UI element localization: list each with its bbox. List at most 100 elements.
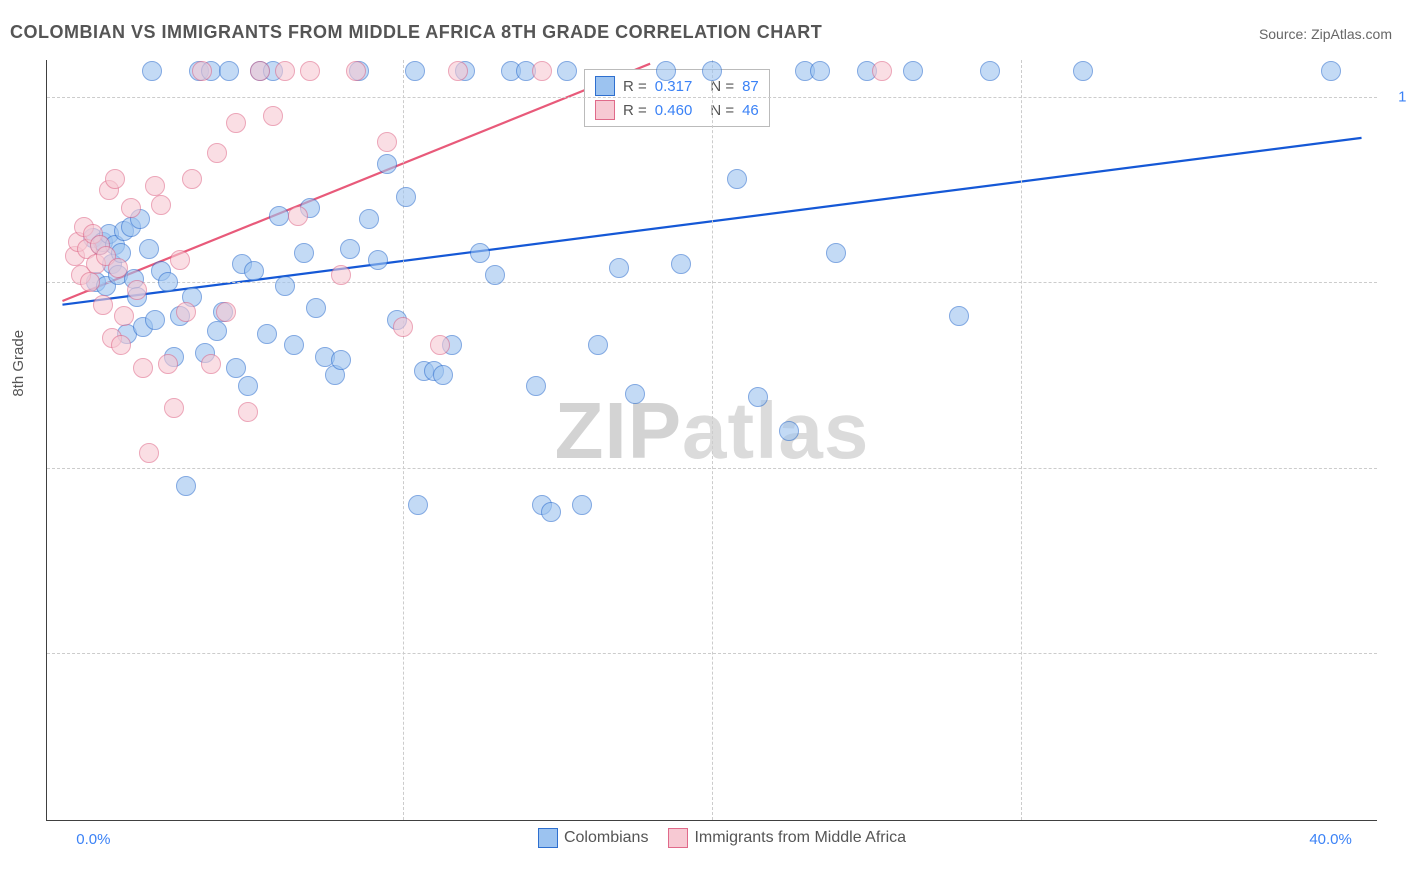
data-point — [405, 61, 425, 81]
data-point — [275, 61, 295, 81]
data-point — [250, 61, 270, 81]
legend-item: Immigrants from Middle Africa — [648, 829, 906, 846]
data-point — [284, 335, 304, 355]
data-point — [127, 280, 147, 300]
ytick-label: 95.0% — [1385, 274, 1406, 291]
data-point — [448, 61, 468, 81]
data-point — [1073, 61, 1093, 81]
data-point — [170, 250, 190, 270]
data-point — [331, 265, 351, 285]
data-point — [263, 106, 283, 126]
data-point — [346, 61, 366, 81]
plot-area: ZIPatlas R =0.317N =87R =0.460N =46 Colo… — [46, 60, 1377, 821]
data-point — [294, 243, 314, 263]
data-point — [980, 61, 1000, 81]
xtick-label: 0.0% — [76, 831, 110, 848]
data-point — [207, 321, 227, 341]
data-point — [727, 169, 747, 189]
data-point — [238, 402, 258, 422]
data-point — [226, 113, 246, 133]
data-point — [377, 154, 397, 174]
y-axis-label: 8th Grade — [10, 330, 27, 397]
data-point — [145, 310, 165, 330]
data-point — [139, 239, 159, 259]
xtick-label: 40.0% — [1309, 831, 1352, 848]
data-point — [216, 302, 236, 322]
legend-row: R =0.460N =46 — [595, 98, 759, 122]
data-point — [111, 335, 131, 355]
data-point — [114, 306, 134, 326]
data-point — [748, 387, 768, 407]
data-point — [182, 169, 202, 189]
data-point — [108, 258, 128, 278]
data-point — [396, 187, 416, 207]
data-point — [433, 365, 453, 385]
data-point — [300, 61, 320, 81]
data-point — [625, 384, 645, 404]
data-point — [201, 354, 221, 374]
data-point — [93, 295, 113, 315]
data-point — [588, 335, 608, 355]
data-point — [572, 495, 592, 515]
data-point — [306, 298, 326, 318]
data-point — [485, 265, 505, 285]
data-point — [368, 250, 388, 270]
data-point — [359, 209, 379, 229]
gridline-v — [403, 60, 404, 820]
data-point — [257, 324, 277, 344]
data-point — [238, 376, 258, 396]
data-point — [702, 61, 722, 81]
source-label: Source: ZipAtlas.com — [1259, 26, 1392, 42]
data-point — [288, 206, 308, 226]
data-point — [1321, 61, 1341, 81]
data-point — [275, 276, 295, 296]
data-point — [164, 398, 184, 418]
data-point — [176, 302, 196, 322]
data-point — [105, 169, 125, 189]
legend-row: R =0.317N =87 — [595, 74, 759, 98]
ytick-label: 100.0% — [1385, 89, 1406, 106]
data-point — [430, 335, 450, 355]
data-point — [609, 258, 629, 278]
ytick-label: 85.0% — [1385, 645, 1406, 662]
data-point — [872, 61, 892, 81]
data-point — [408, 495, 428, 515]
data-point — [331, 350, 351, 370]
data-point — [121, 198, 141, 218]
data-point — [133, 358, 153, 378]
data-point — [158, 354, 178, 374]
ytick-label: 90.0% — [1385, 459, 1406, 476]
data-point — [340, 239, 360, 259]
gridline-v — [712, 60, 713, 820]
data-point — [207, 143, 227, 163]
data-point — [142, 61, 162, 81]
data-point — [139, 443, 159, 463]
data-point — [526, 376, 546, 396]
gridline-v — [1021, 60, 1022, 820]
data-point — [810, 61, 830, 81]
data-point — [903, 61, 923, 81]
data-point — [557, 61, 577, 81]
data-point — [176, 476, 196, 496]
data-point — [656, 61, 676, 81]
data-point — [80, 272, 100, 292]
data-point — [269, 206, 289, 226]
data-point — [377, 132, 397, 152]
data-point — [393, 317, 413, 337]
data-point — [779, 421, 799, 441]
data-point — [532, 61, 552, 81]
legend-item: Colombians — [518, 829, 648, 846]
data-point — [671, 254, 691, 274]
data-point — [244, 261, 264, 281]
data-point — [226, 358, 246, 378]
data-point — [541, 502, 561, 522]
data-point — [192, 61, 212, 81]
chart-title: COLOMBIAN VS IMMIGRANTS FROM MIDDLE AFRI… — [10, 22, 822, 43]
data-point — [826, 243, 846, 263]
data-point — [470, 243, 490, 263]
data-point — [158, 272, 178, 292]
data-point — [151, 195, 171, 215]
data-point — [145, 176, 165, 196]
series-legend: ColombiansImmigrants from Middle Africa — [47, 828, 1377, 848]
data-point — [219, 61, 239, 81]
